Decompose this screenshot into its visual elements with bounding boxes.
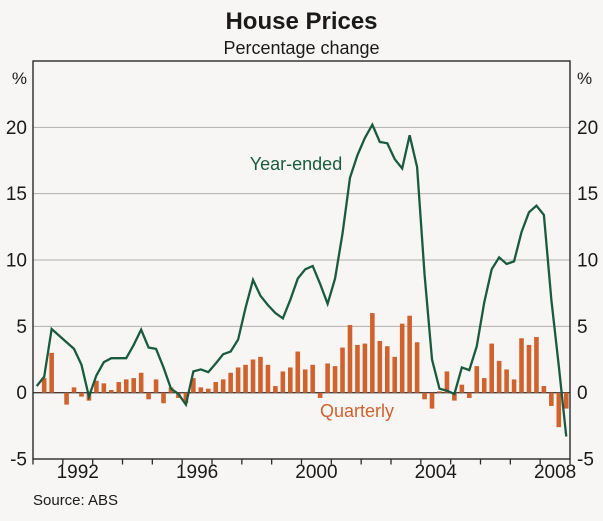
x-axis-label: 2004 bbox=[415, 462, 458, 483]
quarterly-bar bbox=[549, 392, 554, 406]
quarterly-bar bbox=[116, 382, 122, 393]
quarterly-bar bbox=[49, 352, 54, 393]
quarterly-bar bbox=[213, 382, 219, 393]
quarterly-bar bbox=[556, 392, 562, 428]
y-axis-label-right: 20 bbox=[577, 118, 598, 139]
quarterly-bar bbox=[265, 364, 271, 393]
quarterly-bar bbox=[220, 379, 226, 393]
quarterly-bar bbox=[474, 366, 480, 393]
quarterly-bar bbox=[235, 367, 241, 393]
quarterly-bar bbox=[295, 351, 301, 393]
y-axis-label-left: 0 bbox=[16, 383, 27, 404]
quarterly-bar bbox=[437, 391, 442, 393]
quarterly-bar bbox=[273, 386, 278, 393]
bar-series-label: Quarterly bbox=[320, 401, 394, 421]
quarterly-bar bbox=[340, 347, 345, 393]
quarterly-bar bbox=[347, 325, 353, 393]
chart-subtitle: Percentage change bbox=[223, 38, 380, 58]
x-axis-label: 2000 bbox=[295, 462, 337, 483]
quarterly-bar bbox=[511, 379, 517, 393]
quarterly-bar bbox=[377, 340, 383, 393]
y-unit-right: % bbox=[577, 69, 592, 88]
quarterly-bar bbox=[325, 363, 330, 393]
x-axis-label: 1996 bbox=[176, 462, 218, 483]
y-axis-label-left: -5 bbox=[10, 450, 27, 471]
quarterly-bar bbox=[258, 356, 263, 393]
quarterly-bar bbox=[519, 338, 524, 393]
quarterly-bar bbox=[41, 378, 47, 393]
y-axis-label-right: 10 bbox=[577, 251, 598, 272]
quarterly-bar bbox=[534, 336, 539, 393]
quarterly-bar bbox=[138, 372, 144, 393]
quarterly-bar bbox=[407, 315, 412, 393]
quarterly-bar bbox=[317, 392, 323, 398]
y-axis-label-right: 0 bbox=[577, 383, 588, 404]
quarterly-bar bbox=[146, 392, 151, 400]
quarterly-bar bbox=[467, 392, 472, 398]
quarterly-bar bbox=[71, 387, 77, 393]
quarterly-bar bbox=[228, 372, 233, 393]
quarterly-bar bbox=[362, 343, 368, 393]
quarterly-bar bbox=[94, 380, 99, 393]
quarterly-bar bbox=[392, 356, 398, 393]
quarterly-bar bbox=[355, 344, 360, 393]
y-axis-label-left: 15 bbox=[6, 184, 27, 205]
quarterly-bar bbox=[496, 360, 502, 393]
quarterly-bar bbox=[563, 392, 569, 409]
quarterly-bar bbox=[310, 364, 315, 393]
line-series-label: Year-ended bbox=[250, 154, 342, 174]
quarterly-bar bbox=[422, 392, 427, 400]
y-axis-label-left: 20 bbox=[6, 118, 27, 139]
y-unit-left: % bbox=[12, 69, 27, 88]
quarterly-bar bbox=[183, 392, 189, 404]
quarterly-bar bbox=[541, 386, 547, 393]
y-axis-label-left: 5 bbox=[16, 317, 27, 338]
quarterly-bar bbox=[481, 378, 487, 393]
quarterly-bar bbox=[198, 387, 204, 393]
quarterly-bar bbox=[123, 379, 129, 393]
quarterly-bar bbox=[153, 379, 159, 393]
y-axis-label-right: -5 bbox=[577, 450, 594, 471]
quarterly-bar bbox=[429, 392, 435, 409]
quarterly-bar bbox=[109, 390, 114, 393]
quarterly-bar bbox=[384, 346, 390, 393]
quarterly-bar bbox=[459, 384, 465, 393]
y-axis-label-right: 15 bbox=[577, 184, 598, 205]
quarterly-bar bbox=[504, 369, 509, 393]
year-ended-line bbox=[35, 122, 568, 437]
quarterly-bar bbox=[161, 392, 166, 404]
quarterly-bar bbox=[64, 392, 69, 405]
source-note: Source: ABS bbox=[33, 492, 119, 509]
quarterly-bar bbox=[101, 383, 107, 393]
quarterly-bar bbox=[444, 371, 450, 393]
x-axis-label: 2008 bbox=[534, 462, 576, 483]
quarterly-bar bbox=[243, 364, 248, 393]
quarterly-bar bbox=[489, 343, 494, 393]
y-axis-label-right: 5 bbox=[577, 317, 588, 338]
quarterly-bar bbox=[191, 378, 196, 393]
quarterly-bar bbox=[526, 344, 532, 393]
quarterly-bar bbox=[414, 342, 420, 393]
quarterly-bar bbox=[205, 388, 211, 393]
quarterly-bar bbox=[302, 369, 308, 393]
y-axis-label-left: 10 bbox=[6, 251, 27, 272]
quarterly-bar bbox=[250, 359, 256, 393]
quarterly-bar bbox=[370, 313, 375, 393]
x-axis-label: 1992 bbox=[57, 462, 99, 483]
quarterly-bar bbox=[288, 367, 293, 393]
page-title: House Prices bbox=[225, 8, 378, 35]
quarterly-bar bbox=[280, 371, 286, 393]
quarterly-bar bbox=[79, 392, 84, 397]
quarterly-bar bbox=[131, 378, 136, 393]
quarterly-bar bbox=[399, 323, 405, 393]
quarterly-bar bbox=[452, 392, 457, 401]
quarterly-bar bbox=[332, 366, 338, 393]
